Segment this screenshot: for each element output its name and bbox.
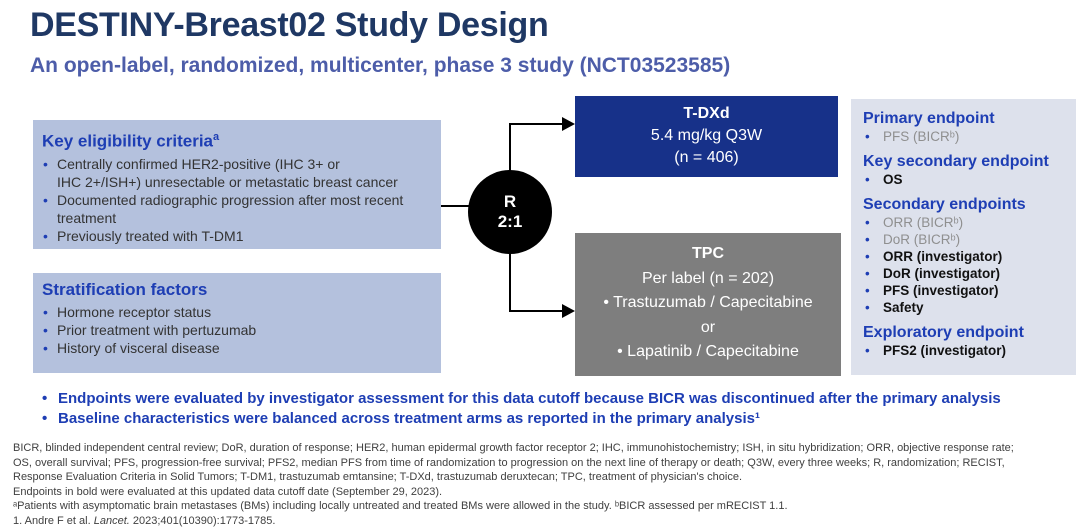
bullet-dot (42, 389, 58, 409)
tdxd-arm-name: T-DXd (683, 105, 730, 122)
tdxd-arm-dose: 5.4 mg/kg Q3W (650, 127, 763, 144)
reference-suffix: 2023;401(10390):1773-1785. (129, 514, 276, 527)
bullet-dot (33, 227, 57, 245)
bullet-dot (42, 409, 58, 429)
primary-endpoint-header: Primary endpoint (863, 110, 995, 127)
eligibility-item: Previously treated with T-DM1 (33, 227, 441, 245)
randomization-label: R (503, 192, 517, 211)
stratification-box: Stratification factors Hormone receptor … (33, 273, 441, 373)
endpoint-item-text: PFS (BICRᵇ) (883, 129, 960, 144)
endpoint-item-text: Safety (883, 300, 924, 315)
endpoint-item: OS (863, 171, 1072, 188)
bullet-dot (33, 339, 57, 357)
bullet-dot (863, 299, 883, 316)
secondary-endpoints-header: Secondary endpoints (863, 196, 1026, 213)
takeaway-text: Baseline characteristics were balanced a… (58, 410, 760, 427)
endpoint-item: PFS2 (investigator) (863, 342, 1072, 359)
arrowhead-tpc-icon (562, 304, 575, 318)
eligibility-item: Centrally confirmed HER2-positive (IHC 3… (33, 155, 441, 191)
reference-citation: 1. Andre F et al. Lancet. 2023;401(10390… (13, 514, 1073, 529)
eligibility-item: Documented radiographic progression afte… (33, 191, 441, 227)
bullet-dot (863, 248, 883, 265)
stratification-item-text: History of visceral disease (57, 340, 220, 356)
connector-circle-up (509, 123, 511, 172)
eligibility-item-text: Previously treated with T-DM1 (57, 227, 244, 244)
endpoint-item: PFS (BICRᵇ) (863, 128, 1072, 145)
tdxd-arm-box: T-DXd 5.4 mg/kg Q3W (n = 406) (575, 96, 838, 177)
connector-eligibility-to-circle (441, 205, 471, 207)
endpoint-item-text: DoR (BICRᵇ) (883, 232, 961, 247)
randomization-ratio: 2:1 (497, 212, 523, 231)
slide-title: DESTINY-Breast02 Study Design (30, 6, 549, 44)
endpoint-item: ORR (investigator) (863, 248, 1072, 265)
bullet-dot (863, 342, 883, 359)
stratification-item: Hormone receptor status (33, 303, 441, 321)
tpc-arm-option1: • Trastuzumab / Capecitabine (603, 294, 813, 311)
eligibility-header-text: Key eligibility criteria (42, 131, 214, 151)
eligibility-item-text: Centrally confirmed HER2-positive (IHC 3… (57, 155, 398, 190)
bullet-dot (863, 231, 883, 248)
bold-endpoints-note: Endpoints in bold were evaluated at this… (13, 485, 443, 498)
stratification-item: Prior treatment with pertuzumab (33, 321, 441, 339)
connector-to-tdxd (509, 123, 564, 125)
randomization-circle: R 2:1 (468, 170, 552, 254)
bullet-dot (33, 303, 57, 321)
exploratory-endpoint-header: Exploratory endpoint (863, 324, 1024, 341)
stratification-item-text: Prior treatment with pertuzumab (57, 322, 257, 338)
endpoint-item-text: ORR (investigator) (883, 249, 1003, 264)
eligibility-header-superscript: a (213, 131, 220, 143)
tpc-arm-option2: • Lapatinib / Capecitabine (617, 343, 799, 360)
footnotes: BICR, blinded independent central review… (13, 441, 1073, 529)
eligibility-header: Key eligibility criteriaa (33, 120, 441, 155)
tpc-arm-box: TPC Per label (n = 202) • Trastuzumab / … (575, 233, 841, 376)
eligibility-box: Key eligibility criteriaa Centrally conf… (33, 120, 441, 249)
tpc-arm-per-label: Per label (n = 202) (641, 269, 775, 287)
tpc-arm-name: TPC (692, 245, 724, 262)
takeaway-item: Endpoints were evaluated by investigator… (42, 389, 1072, 409)
superscript-notes: ᵃPatients with asymptomatic brain metast… (13, 500, 788, 513)
reference-journal: Lancet. (93, 514, 130, 527)
bullet-dot (863, 214, 883, 231)
endpoint-item: Safety (863, 299, 1072, 316)
takeaway-text: Endpoints were evaluated by investigator… (58, 390, 1001, 407)
abbreviations-note: BICR, blinded independent central review… (13, 442, 1014, 484)
bullet-dot (33, 321, 57, 339)
takeaway-bullets: Endpoints were evaluated by investigator… (42, 389, 1072, 429)
bullet-dot (863, 265, 883, 282)
bullet-dot (33, 155, 57, 191)
endpoints-panel: Primary endpoint PFS (BICRᵇ) Key seconda… (851, 99, 1076, 375)
bullet-dot (33, 191, 57, 227)
endpoint-item-text: PFS2 (investigator) (883, 343, 1007, 358)
bullet-dot (863, 282, 883, 299)
endpoint-item-text: OS (883, 172, 903, 187)
stratification-item: History of visceral disease (33, 339, 441, 357)
key-secondary-endpoint-header: Key secondary endpoint (863, 153, 1049, 170)
endpoint-item-text: PFS (investigator) (883, 283, 999, 298)
tdxd-arm-n: (n = 406) (674, 149, 739, 166)
endpoint-item: DoR (investigator) (863, 265, 1072, 282)
eligibility-item-text: Documented radiographic progression afte… (57, 191, 404, 226)
endpoint-item-text: DoR (investigator) (883, 266, 1001, 281)
slide-subtitle: An open-label, randomized, multicenter, … (30, 54, 731, 77)
stratification-header: Stratification factors (42, 280, 208, 299)
bullet-dot (863, 128, 883, 145)
endpoint-item: ORR (BICRᵇ) (863, 214, 1072, 231)
takeaway-item: Baseline characteristics were balanced a… (42, 409, 1072, 429)
endpoint-item: DoR (BICRᵇ) (863, 231, 1072, 248)
arrowhead-tdxd-icon (562, 117, 575, 131)
stratification-item-text: Hormone receptor status (57, 304, 212, 320)
tpc-arm-or: or (700, 318, 716, 336)
reference-prefix: 1. Andre F et al. (13, 514, 94, 527)
endpoint-item-text: ORR (BICRᵇ) (883, 215, 964, 230)
endpoint-item: PFS (investigator) (863, 282, 1072, 299)
bullet-dot (863, 171, 883, 188)
connector-to-tpc (509, 310, 564, 312)
connector-circle-down (509, 252, 511, 312)
